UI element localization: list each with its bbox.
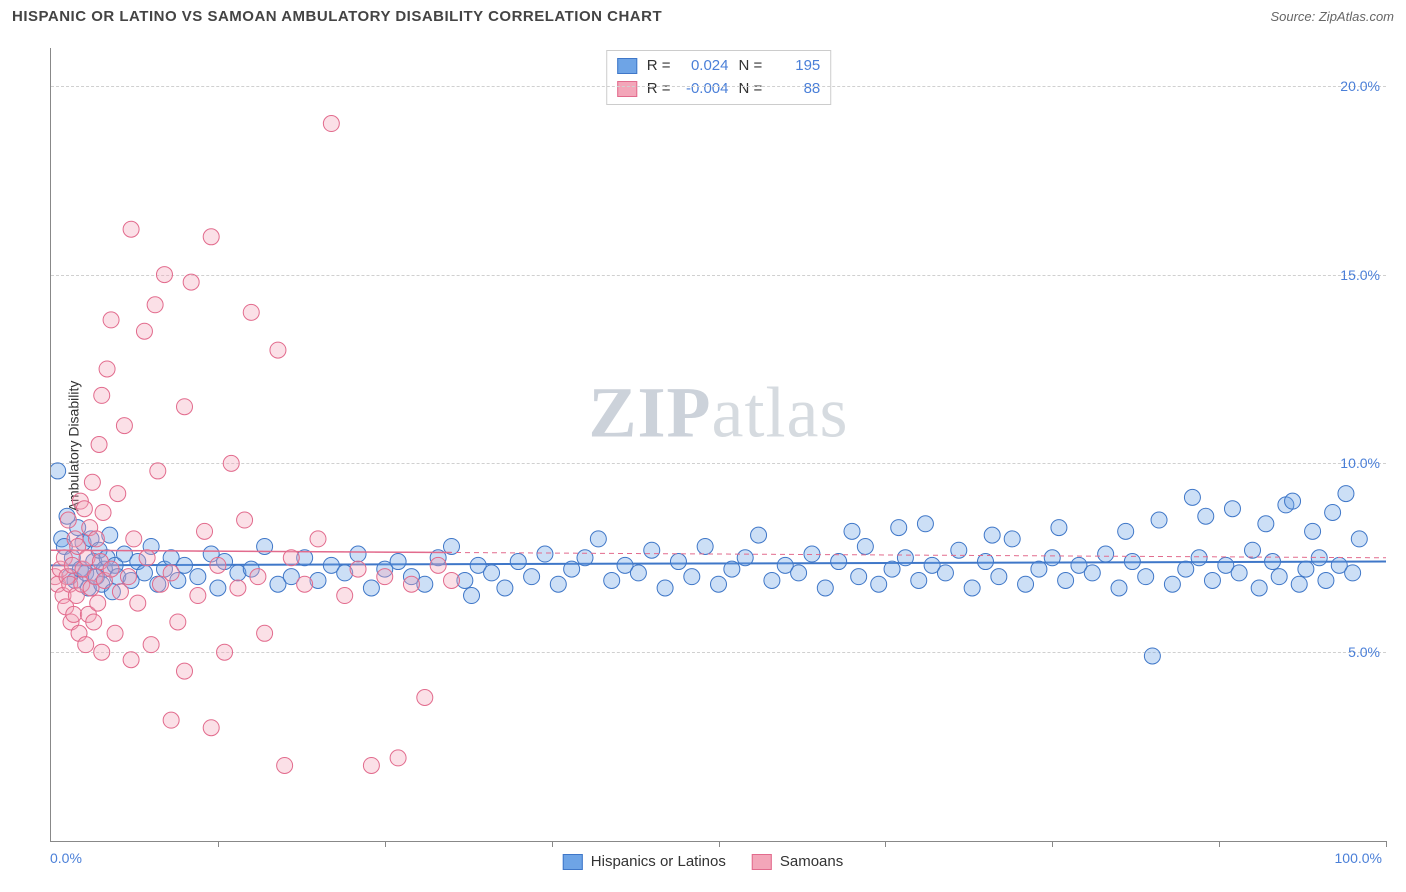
stats-row: R =-0.004N =88 <box>617 78 821 101</box>
watermark: ZIPatlas <box>589 371 849 454</box>
stats-legend-box: R =0.024N =195R =-0.004N =88 <box>606 50 832 105</box>
series-swatch <box>617 81 637 97</box>
x-tick-mark <box>552 841 553 847</box>
x-tick-mark <box>1386 841 1387 847</box>
x-tick-mark <box>1052 841 1053 847</box>
y-tick-label: 20.0% <box>1340 78 1380 94</box>
legend-item: Hispanics or Latinos <box>563 853 726 870</box>
series-swatch <box>617 58 637 74</box>
x-tick-mark <box>885 841 886 847</box>
legend-label: Hispanics or Latinos <box>591 853 726 870</box>
gridline <box>51 463 1386 464</box>
y-tick-label: 5.0% <box>1348 644 1380 660</box>
bottom-legend: Hispanics or Latinos Samoans <box>563 853 843 870</box>
source-attribution: Source: ZipAtlas.com <box>1270 9 1394 24</box>
legend-swatch <box>752 854 772 870</box>
scatter-plot: ZIPatlas R =0.024N =195R =-0.004N =88 5.… <box>50 48 1386 842</box>
chart-title: HISPANIC OR LATINO VS SAMOAN AMBULATORY … <box>12 8 662 25</box>
gridline <box>51 86 1386 87</box>
stats-row: R =0.024N =195 <box>617 55 821 78</box>
x-tick-mark <box>1219 841 1220 847</box>
legend-item: Samoans <box>752 853 843 870</box>
x-tick-mark <box>218 841 219 847</box>
legend-label: Samoans <box>780 853 843 870</box>
x-tick-mark <box>719 841 720 847</box>
gridline <box>51 652 1386 653</box>
y-tick-label: 10.0% <box>1340 455 1380 471</box>
y-tick-label: 15.0% <box>1340 267 1380 283</box>
gridline <box>51 275 1386 276</box>
x-axis-end-label: 100.0% <box>1335 850 1382 866</box>
legend-swatch <box>563 854 583 870</box>
x-tick-mark <box>385 841 386 847</box>
x-axis-start-label: 0.0% <box>50 850 82 866</box>
